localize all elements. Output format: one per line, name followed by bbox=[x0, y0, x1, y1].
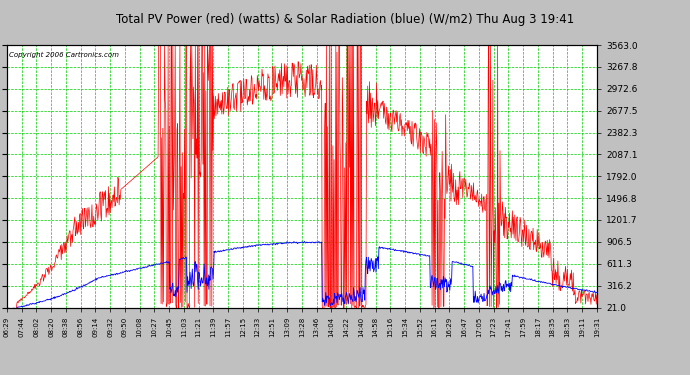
Text: Copyright 2006 Cartronics.com: Copyright 2006 Cartronics.com bbox=[9, 52, 119, 58]
Text: Total PV Power (red) (watts) & Solar Radiation (blue) (W/m2) Thu Aug 3 19:41: Total PV Power (red) (watts) & Solar Rad… bbox=[116, 13, 574, 26]
